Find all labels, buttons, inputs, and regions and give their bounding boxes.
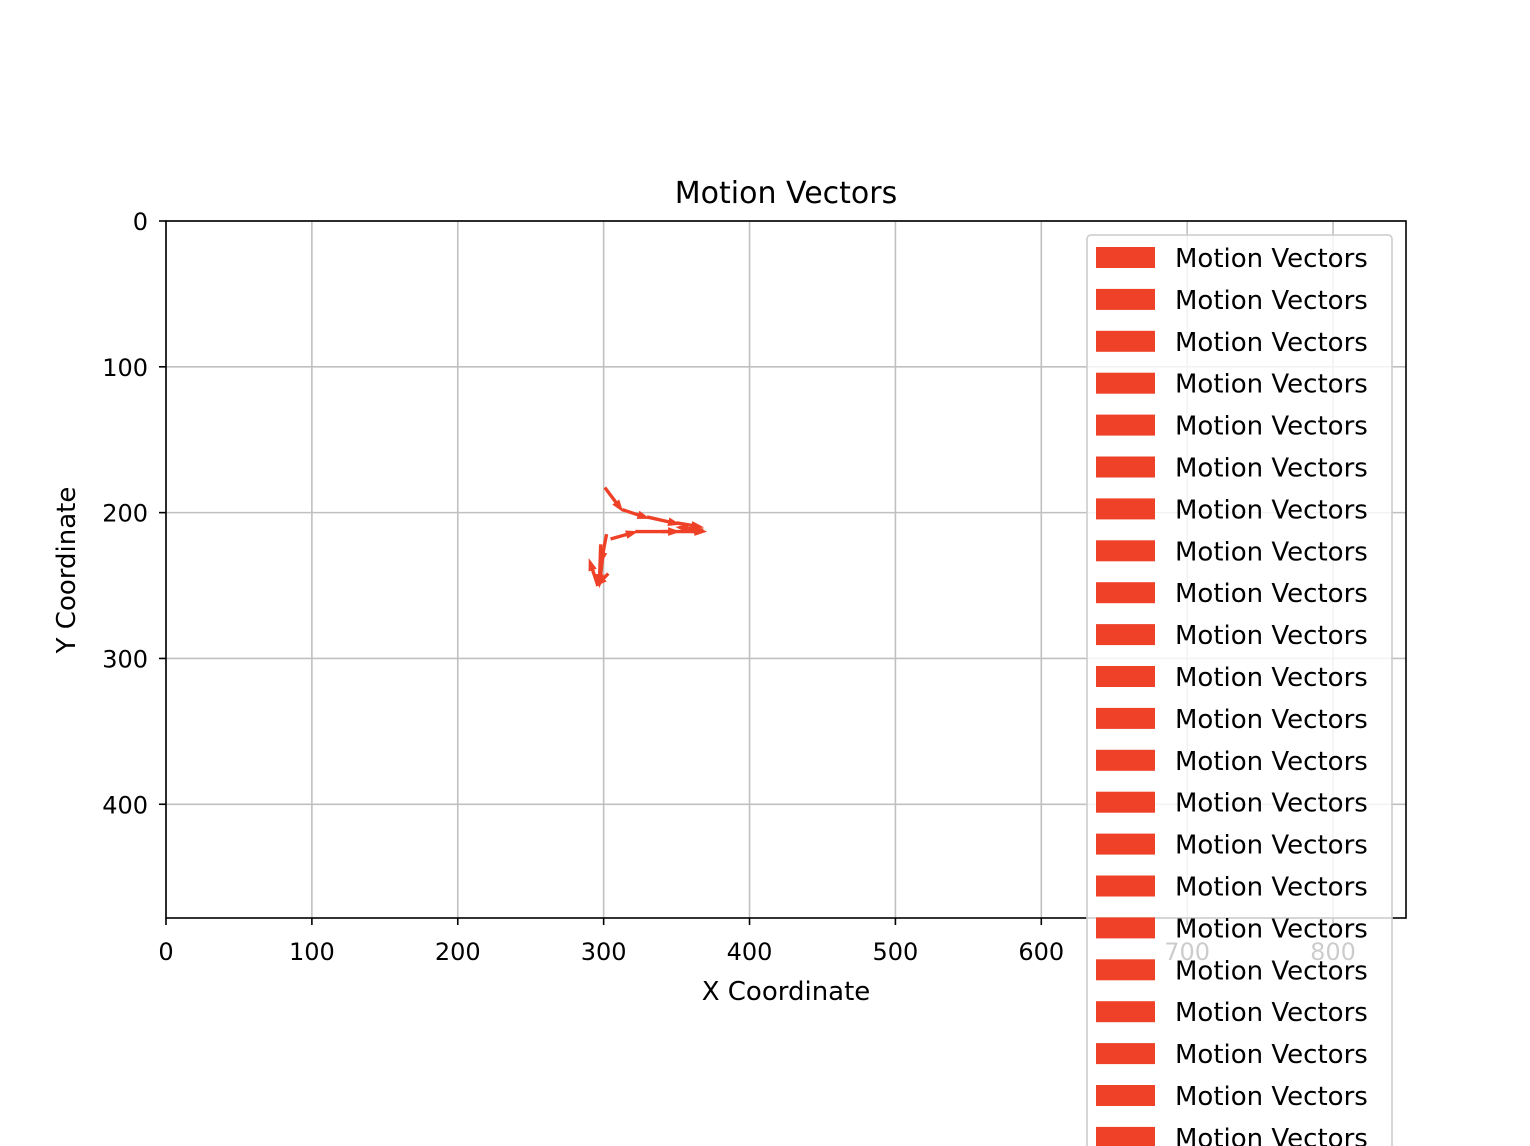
- legend-label: Motion Vectors: [1175, 244, 1368, 274]
- legend-swatch: [1096, 247, 1155, 268]
- legend-swatch: [1096, 833, 1155, 855]
- legend-swatch: [1096, 1126, 1155, 1146]
- legend-swatch: [1096, 624, 1155, 646]
- legend-label: Motion Vectors: [1175, 663, 1368, 693]
- motion-vector-arrow: [646, 515, 681, 526]
- legend: Motion Vectors Motion Vectors Motion Vecto…: [1086, 234, 1393, 1146]
- legend-label: Motion Vectors: [1175, 286, 1368, 316]
- x-tick-label: 100: [289, 938, 335, 966]
- y-tick-label: 100: [102, 354, 148, 382]
- legend-label: Motion Vectors: [1175, 789, 1368, 819]
- legend-label: Motion Vectors: [1175, 412, 1368, 442]
- legend-swatch: [1096, 498, 1155, 520]
- legend-label: Motion Vectors: [1175, 1082, 1368, 1112]
- plot-frame: [165, 220, 1407, 919]
- y-tick-label: 300: [102, 645, 148, 673]
- legend-label: Motion Vectors: [1175, 956, 1368, 986]
- legend-label: Motion Vectors: [1175, 831, 1368, 861]
- legend-swatch: [1096, 414, 1155, 436]
- legend-label: Motion Vectors: [1175, 454, 1368, 484]
- x-tick-label: 500: [873, 938, 919, 966]
- legend-label: Motion Vectors: [1175, 328, 1368, 358]
- legend-swatch: [1096, 959, 1155, 981]
- legend-swatch: [1096, 791, 1155, 813]
- legend-swatch: [1096, 749, 1155, 771]
- x-tick-label: 600: [1018, 938, 1064, 966]
- legend-swatch: [1096, 456, 1155, 478]
- x-tick-label: 200: [435, 938, 481, 966]
- legend-label: Motion Vectors: [1175, 747, 1368, 777]
- legend-label: Motion Vectors: [1175, 1124, 1368, 1146]
- vector-field: [588, 486, 708, 589]
- chart-title: Motion Vectors: [675, 176, 897, 211]
- y-axis-label: Y Coordinate: [52, 487, 82, 655]
- legend-swatch: [1096, 582, 1155, 604]
- y-tick-label: 200: [102, 500, 148, 528]
- legend-label: Motion Vectors: [1175, 370, 1368, 400]
- legend-swatch: [1096, 1043, 1155, 1065]
- motion-vector-arrow: [635, 527, 681, 536]
- y-tick-label: 400: [102, 791, 148, 819]
- legend-label: Motion Vectors: [1175, 873, 1368, 903]
- legend-label: Motion Vectors: [1175, 621, 1368, 651]
- x-tick-label: 400: [727, 938, 773, 966]
- motion-vector-arrow: [621, 507, 651, 519]
- legend-label: Motion Vectors: [1175, 914, 1368, 944]
- x-axis-label: X Coordinate: [702, 977, 871, 1007]
- legend-swatch: [1096, 666, 1155, 687]
- legend-label: Motion Vectors: [1175, 579, 1368, 609]
- legend-swatch: [1096, 1085, 1155, 1106]
- motion-vector-arrow: [610, 530, 639, 541]
- legend-swatch: [1096, 540, 1155, 562]
- x-tick-label: 0: [158, 938, 173, 966]
- legend-label: Motion Vectors: [1175, 1040, 1368, 1070]
- legend-box: [1086, 234, 1393, 1146]
- legend-label: Motion Vectors: [1175, 495, 1368, 525]
- legend-swatch: [1096, 1001, 1155, 1023]
- legend-swatch: [1096, 330, 1155, 352]
- x-tick-label: 300: [581, 938, 627, 966]
- legend-label: Motion Vectors: [1175, 705, 1368, 735]
- y-axis-ticks: 0 100 200 300 400: [102, 208, 166, 819]
- legend-swatch: [1096, 707, 1155, 729]
- motion-vector-arrow: [603, 486, 624, 513]
- motion-vector-arrow: [588, 558, 600, 587]
- legend-label: Motion Vectors: [1175, 537, 1368, 567]
- legend-swatch: [1096, 372, 1155, 394]
- legend-swatch: [1096, 875, 1155, 897]
- legend-swatch: [1096, 288, 1155, 310]
- legend-label: Motion Vectors: [1175, 998, 1368, 1028]
- motion-vector-arrow: [595, 572, 610, 587]
- y-tick-label: 0: [133, 208, 148, 236]
- legend-swatch: [1096, 917, 1155, 939]
